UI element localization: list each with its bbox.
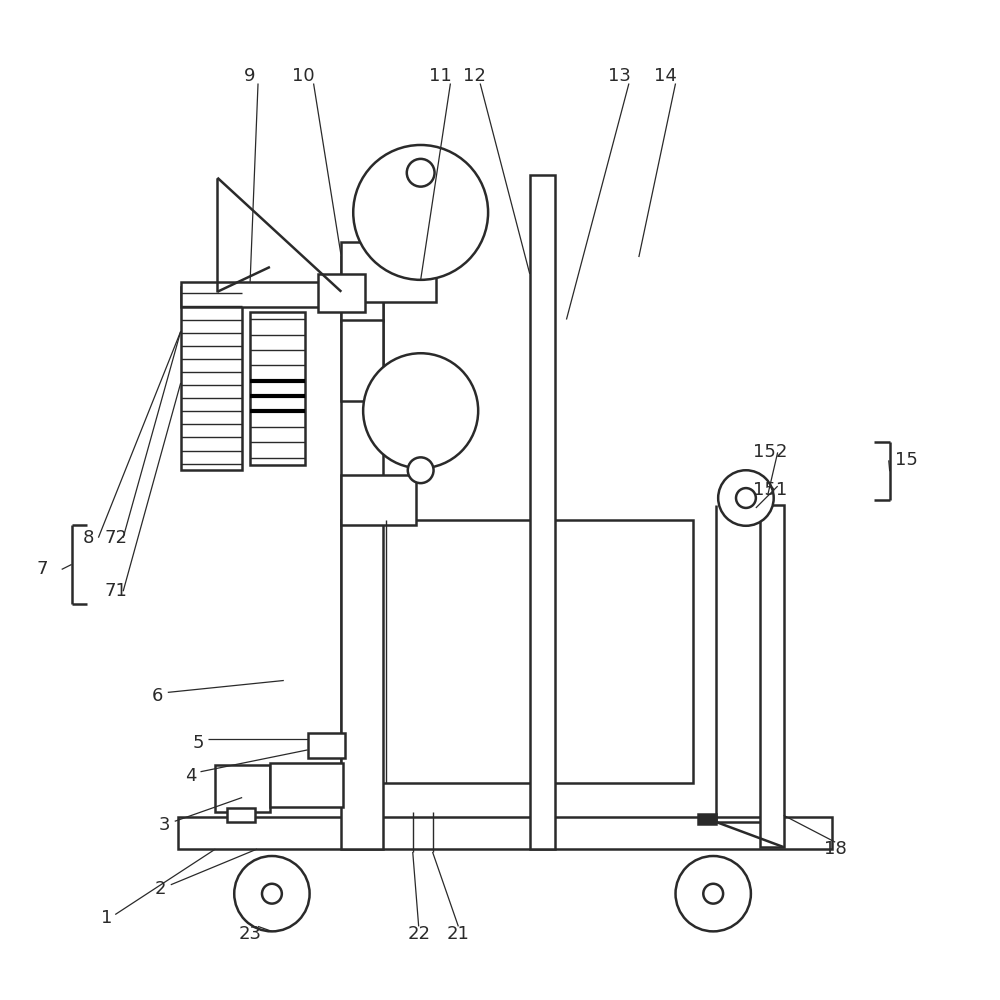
Bar	[341, 520, 693, 783]
Bar	[308, 733, 345, 758]
Text: 14: 14	[654, 67, 677, 85]
Text: 10: 10	[292, 67, 315, 85]
Text: 22: 22	[407, 925, 430, 943]
Text: 4: 4	[185, 767, 196, 785]
Circle shape	[407, 159, 435, 187]
Bar	[341, 320, 383, 401]
Bar	[215, 765, 270, 812]
Bar	[760, 505, 784, 847]
Text: 71: 71	[105, 582, 128, 600]
Text: 1: 1	[101, 909, 112, 927]
Circle shape	[718, 470, 774, 526]
Bar	[181, 287, 242, 470]
Circle shape	[234, 856, 310, 931]
Text: 13: 13	[608, 67, 630, 85]
Text: 11: 11	[429, 67, 452, 85]
Text: 23: 23	[239, 925, 262, 943]
Circle shape	[262, 884, 282, 904]
Text: 8: 8	[83, 529, 94, 547]
Bar	[250, 312, 305, 465]
Text: 18: 18	[824, 840, 847, 858]
Text: 6: 6	[152, 687, 164, 705]
Bar	[530, 175, 555, 849]
Text: 21: 21	[447, 925, 470, 943]
Text: 3: 3	[159, 816, 171, 834]
Bar	[698, 814, 716, 824]
Bar	[318, 274, 365, 312]
Bar	[227, 808, 255, 822]
Bar	[341, 475, 416, 525]
Bar	[270, 763, 343, 807]
Text: 7: 7	[36, 560, 48, 578]
Bar	[178, 817, 832, 849]
Text: 9: 9	[244, 67, 256, 85]
Text: 72: 72	[105, 529, 128, 547]
Circle shape	[363, 353, 478, 468]
Text: 15: 15	[895, 451, 918, 469]
Text: 152: 152	[753, 443, 787, 461]
Circle shape	[353, 145, 488, 280]
Text: 2: 2	[155, 880, 167, 898]
Text: 12: 12	[463, 67, 486, 85]
Bar	[341, 299, 383, 849]
Bar	[341, 257, 383, 321]
Text: 5: 5	[193, 734, 204, 752]
Bar	[341, 242, 436, 302]
Circle shape	[703, 884, 723, 904]
Circle shape	[676, 856, 751, 931]
Text: 151: 151	[753, 481, 787, 499]
Bar	[181, 282, 341, 307]
Circle shape	[408, 457, 434, 483]
Circle shape	[736, 488, 756, 508]
